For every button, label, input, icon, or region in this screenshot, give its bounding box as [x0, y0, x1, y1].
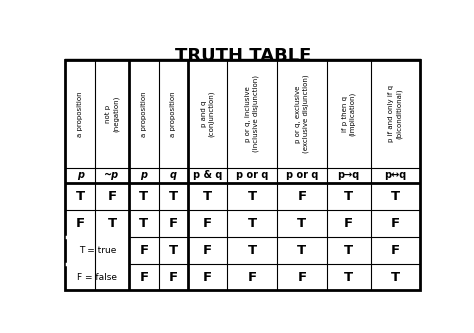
Text: T: T — [139, 190, 148, 203]
Text: T: T — [344, 244, 353, 257]
Text: T = true: T = true — [79, 246, 116, 255]
Bar — [65, 60, 420, 290]
Text: F: F — [391, 217, 400, 230]
Text: F: F — [139, 271, 148, 284]
Text: F: F — [169, 217, 178, 230]
Text: p and q
(conjunction): p and q (conjunction) — [201, 91, 215, 137]
Text: p: p — [140, 170, 147, 180]
Text: a proposition: a proposition — [77, 91, 83, 137]
Text: F: F — [247, 271, 256, 284]
Text: if p then q
(implication): if p then q (implication) — [342, 92, 356, 136]
Text: p or q: p or q — [236, 170, 268, 180]
Text: p or q, exclusive
(exclusive disjunction): p or q, exclusive (exclusive disjunction… — [295, 75, 309, 153]
Text: F: F — [203, 271, 212, 284]
Text: p & q: p & q — [193, 170, 222, 180]
Text: T: T — [297, 244, 306, 257]
Text: F: F — [108, 190, 117, 203]
Text: T: T — [76, 190, 85, 203]
Text: p↔q: p↔q — [384, 170, 407, 180]
Text: a proposition: a proposition — [170, 91, 176, 137]
Text: p or q: p or q — [286, 170, 318, 180]
Text: T: T — [108, 217, 117, 230]
Text: F = false: F = false — [77, 273, 117, 282]
Text: p→q: p→q — [337, 170, 360, 180]
Text: T: T — [203, 190, 212, 203]
Text: T: T — [344, 271, 353, 284]
Text: F: F — [76, 217, 85, 230]
Text: p if and only if q
(biconditional): p if and only if q (biconditional) — [389, 85, 402, 143]
Text: F: F — [203, 244, 212, 257]
Text: F: F — [139, 244, 148, 257]
Text: T: T — [169, 190, 178, 203]
Text: T: T — [169, 244, 178, 257]
Text: a proposition: a proposition — [141, 91, 147, 137]
Text: T: T — [247, 244, 256, 257]
Text: T: T — [247, 190, 256, 203]
Text: T: T — [391, 190, 400, 203]
Text: T: T — [139, 217, 148, 230]
Text: T: T — [391, 271, 400, 284]
Text: F: F — [169, 271, 178, 284]
Text: not p
(negation): not p (negation) — [105, 96, 119, 132]
Text: q: q — [170, 170, 177, 180]
Text: T: T — [344, 190, 353, 203]
Text: T: T — [247, 217, 256, 230]
Text: F: F — [344, 217, 353, 230]
Text: TRUTH TABLE: TRUTH TABLE — [175, 47, 311, 65]
Text: p: p — [77, 170, 84, 180]
Text: ~p: ~p — [104, 170, 119, 180]
Text: F: F — [297, 190, 306, 203]
Text: p or q, inclusive
(inclusive disjunction): p or q, inclusive (inclusive disjunction… — [245, 75, 259, 153]
Text: F: F — [297, 271, 306, 284]
Text: F: F — [203, 217, 212, 230]
Text: T: T — [297, 217, 306, 230]
Text: F: F — [391, 244, 400, 257]
